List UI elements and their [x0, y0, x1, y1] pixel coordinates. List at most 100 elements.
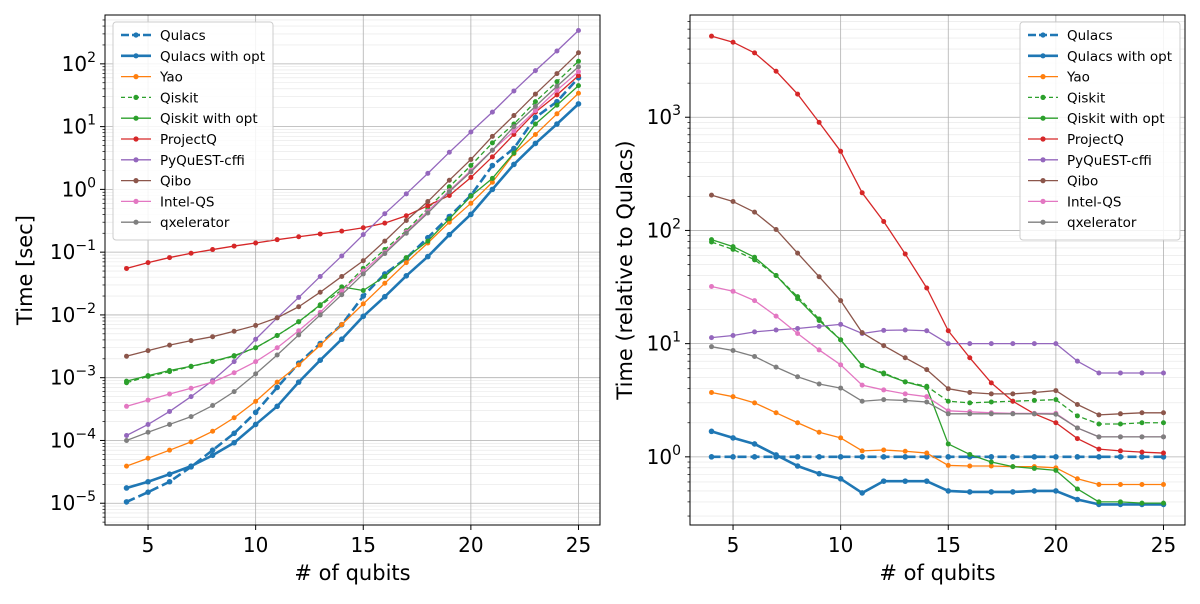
data-point [446, 189, 452, 195]
data-point [339, 273, 345, 279]
data-point [1117, 499, 1123, 505]
data-point [166, 471, 173, 478]
data-point [511, 145, 517, 152]
series-line-qxelerator [711, 346, 1164, 438]
legend-marker [133, 32, 139, 38]
data-point [403, 217, 409, 223]
data-point [752, 254, 758, 260]
data-point [210, 379, 216, 385]
legend-item: Qibo [1028, 174, 1098, 190]
data-point [274, 237, 280, 243]
legend-item: Qiskit [1028, 90, 1105, 106]
legend-box [112, 21, 274, 241]
legend-item: Qulacs with opt [121, 49, 265, 65]
data-point [751, 441, 758, 447]
data-point [360, 301, 366, 307]
data-point [1010, 454, 1016, 460]
data-point [167, 421, 173, 427]
data-point [1139, 370, 1145, 376]
data-point [1053, 420, 1059, 426]
data-point [403, 255, 409, 261]
data-point [446, 216, 452, 222]
data-point [751, 454, 758, 460]
data-point [382, 220, 388, 226]
data-point [1074, 454, 1081, 460]
data-point [231, 430, 237, 437]
series-qibo [124, 50, 581, 359]
data-point [1096, 412, 1102, 418]
data-point [988, 341, 994, 347]
data-point [317, 231, 323, 237]
data-point [794, 454, 801, 460]
data-point [188, 338, 194, 344]
data-point [730, 333, 736, 339]
data-point [360, 271, 366, 277]
data-point [145, 478, 151, 485]
axes-frame [689, 14, 1186, 526]
x-tick-label: 20 [458, 533, 483, 557]
data-point [816, 470, 822, 477]
data-point [773, 452, 779, 458]
legend-item: ProjectQ [121, 132, 217, 148]
data-point [339, 292, 345, 298]
legend: Qulacs Qulacs with opt Yao Qiskit Qiskit wit… [1019, 21, 1181, 241]
data-point [511, 88, 517, 94]
data-point [575, 50, 581, 56]
data-point [795, 374, 801, 380]
data-point [554, 111, 560, 117]
legend-item: qxelerator [1028, 215, 1137, 231]
series-line-yao [126, 92, 579, 467]
data-point [859, 448, 865, 454]
data-point [945, 411, 951, 417]
series-pyquest-cffi [709, 321, 1166, 376]
data-point [902, 391, 908, 397]
x-axis-label: # of qubits [879, 561, 995, 585]
data-point [1160, 434, 1166, 440]
data-point [1031, 454, 1038, 460]
data-point [1053, 397, 1059, 403]
series-qiskit-with-opt [709, 237, 1166, 506]
legend-item: qxelerator [121, 215, 230, 231]
x-tick-label: 5 [142, 533, 155, 557]
data-point [730, 347, 736, 353]
data-point [1031, 465, 1037, 471]
legend-marker [133, 157, 139, 163]
data-point [1117, 434, 1123, 440]
data-point [924, 285, 930, 291]
data-point [838, 148, 844, 154]
data-point [145, 348, 151, 354]
data-point [902, 478, 909, 484]
data-point [945, 441, 951, 447]
data-point [253, 359, 259, 365]
data-point [274, 333, 280, 339]
data-point [554, 83, 560, 89]
data-point [532, 103, 538, 109]
legend-box [1019, 21, 1181, 241]
data-point [231, 415, 237, 421]
data-point [403, 273, 410, 279]
data-point [1160, 410, 1166, 416]
data-point [253, 345, 259, 351]
data-point [317, 342, 323, 348]
legend-item: PyQuEST-cffi [1028, 153, 1152, 169]
data-point [838, 337, 844, 343]
data-point [1031, 341, 1037, 347]
legend-label: qxelerator [160, 215, 230, 231]
data-point [1053, 467, 1059, 473]
data-point [145, 429, 151, 435]
legend-marker [133, 53, 139, 59]
data-point [967, 355, 973, 361]
data-point [210, 358, 216, 364]
data-point [838, 321, 844, 327]
data-point [575, 101, 582, 107]
x-tick-label: 25 [566, 533, 591, 557]
data-point [425, 170, 431, 176]
data-point [752, 50, 758, 56]
data-point [988, 454, 995, 460]
data-point [253, 398, 259, 404]
legend-marker [1040, 136, 1046, 142]
data-point [838, 385, 844, 391]
data-point [924, 328, 930, 334]
data-point [1139, 420, 1145, 426]
